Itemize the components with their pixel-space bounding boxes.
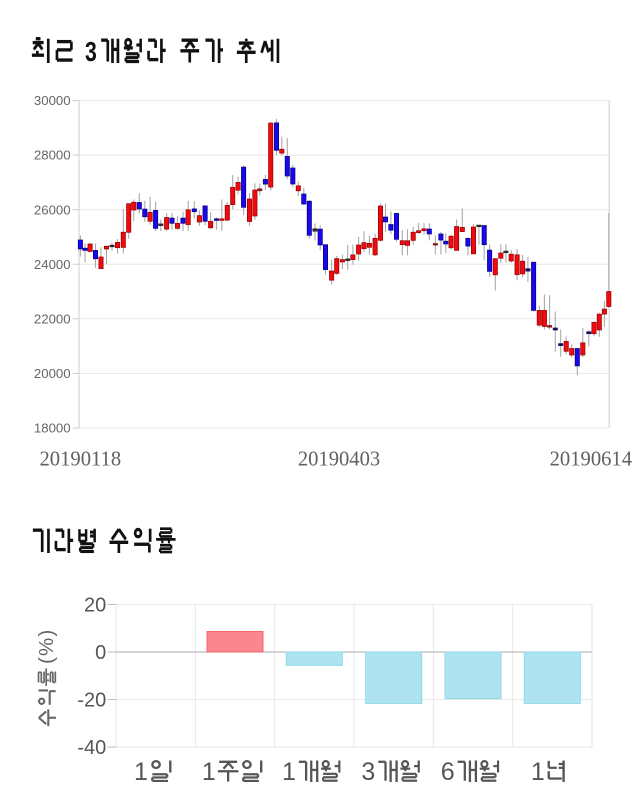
svg-text:1: 1 [282, 758, 296, 786]
svg-text:1: 1 [202, 758, 216, 786]
svg-text:20190118: 20190118 [40, 449, 122, 471]
svg-text:(%): (%) [35, 629, 58, 664]
svg-text:18000: 18000 [34, 421, 71, 436]
svg-text:-40: -40 [77, 737, 106, 759]
svg-text:20190403: 20190403 [298, 449, 380, 471]
svg-text:3: 3 [85, 36, 97, 67]
svg-text:20000: 20000 [34, 366, 71, 381]
svg-text:1: 1 [134, 758, 148, 786]
svg-text:28000: 28000 [34, 148, 71, 163]
svg-text:20: 20 [84, 594, 106, 616]
svg-text:30000: 30000 [34, 93, 71, 108]
svg-text:-20: -20 [77, 690, 106, 712]
svg-text:24000: 24000 [34, 257, 71, 272]
svg-text:22000: 22000 [34, 311, 71, 326]
svg-text:6: 6 [441, 758, 455, 786]
svg-text:26000: 26000 [34, 202, 71, 217]
svg-text:20190614: 20190614 [550, 449, 632, 471]
svg-text:0: 0 [95, 642, 106, 664]
svg-text:3: 3 [361, 758, 375, 786]
svg-text:1: 1 [531, 758, 545, 786]
